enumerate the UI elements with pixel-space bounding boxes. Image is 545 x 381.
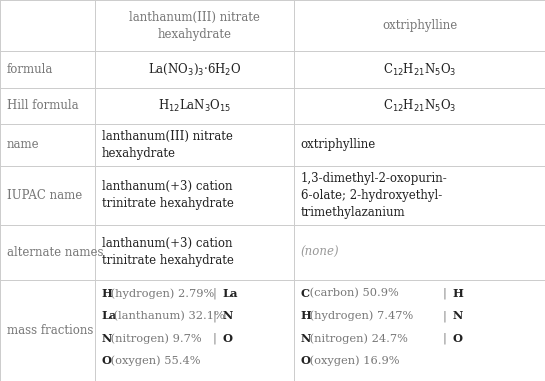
Text: oxtriphylline: oxtriphylline [301, 138, 376, 151]
Text: (nitrogen) 9.7%: (nitrogen) 9.7% [107, 333, 202, 344]
Text: H: H [301, 311, 312, 322]
Text: lanthanum(III) nitrate
hexahydrate: lanthanum(III) nitrate hexahydrate [129, 11, 261, 41]
Text: (carbon) 50.9%: (carbon) 50.9% [306, 288, 399, 299]
Text: 1,3-dimethyl-2-oxopurin-
6-olate; 2-hydroxyethyl-
trimethylazanium: 1,3-dimethyl-2-oxopurin- 6-olate; 2-hydr… [301, 172, 447, 219]
Text: |: | [443, 288, 447, 299]
Text: La: La [223, 288, 238, 299]
Text: (hydrogen) 2.79%: (hydrogen) 2.79% [107, 288, 214, 299]
Text: H: H [102, 288, 113, 299]
Text: N: N [453, 311, 463, 322]
Text: O: O [301, 355, 311, 366]
Text: O: O [223, 333, 233, 344]
Text: name: name [7, 138, 39, 151]
Text: mass fractions: mass fractions [7, 324, 93, 337]
Text: alternate names: alternate names [7, 246, 103, 259]
Text: N: N [223, 311, 233, 322]
Text: La: La [102, 311, 117, 322]
Text: lanthanum(III) nitrate
hexahydrate: lanthanum(III) nitrate hexahydrate [102, 130, 233, 160]
Text: (oxygen) 16.9%: (oxygen) 16.9% [306, 355, 399, 366]
Text: formula: formula [7, 63, 53, 76]
Text: lanthanum(+3) cation
trinitrate hexahydrate: lanthanum(+3) cation trinitrate hexahydr… [102, 237, 234, 267]
Text: oxtriphylline: oxtriphylline [382, 19, 457, 32]
Text: C$_{12}$H$_{21}$N$_5$O$_3$: C$_{12}$H$_{21}$N$_5$O$_3$ [383, 98, 456, 114]
Text: C: C [301, 288, 310, 299]
Text: H: H [453, 288, 464, 299]
Text: |: | [213, 288, 217, 299]
Text: |: | [443, 310, 447, 322]
Text: N: N [301, 333, 311, 344]
Text: |: | [213, 333, 217, 344]
Text: La(NO$_3$)$_3$·6H$_2$O: La(NO$_3$)$_3$·6H$_2$O [148, 62, 241, 77]
Text: lanthanum(+3) cation
trinitrate hexahydrate: lanthanum(+3) cation trinitrate hexahydr… [102, 180, 234, 210]
Text: (nitrogen) 24.7%: (nitrogen) 24.7% [306, 333, 408, 344]
Text: O: O [102, 355, 112, 366]
Text: C$_{12}$H$_{21}$N$_5$O$_3$: C$_{12}$H$_{21}$N$_5$O$_3$ [383, 61, 456, 78]
Text: (hydrogen) 7.47%: (hydrogen) 7.47% [306, 311, 413, 321]
Text: H$_{12}$LaN$_3$O$_{15}$: H$_{12}$LaN$_3$O$_{15}$ [158, 98, 232, 114]
Text: IUPAC name: IUPAC name [7, 189, 82, 202]
Text: |: | [443, 333, 447, 344]
Text: (oxygen) 55.4%: (oxygen) 55.4% [107, 355, 201, 366]
Text: (none): (none) [301, 246, 340, 259]
Text: |: | [213, 310, 217, 322]
Text: O: O [453, 333, 463, 344]
Text: Hill formula: Hill formula [7, 99, 78, 112]
Text: (lanthanum) 32.1%: (lanthanum) 32.1% [110, 311, 225, 321]
Text: N: N [102, 333, 112, 344]
